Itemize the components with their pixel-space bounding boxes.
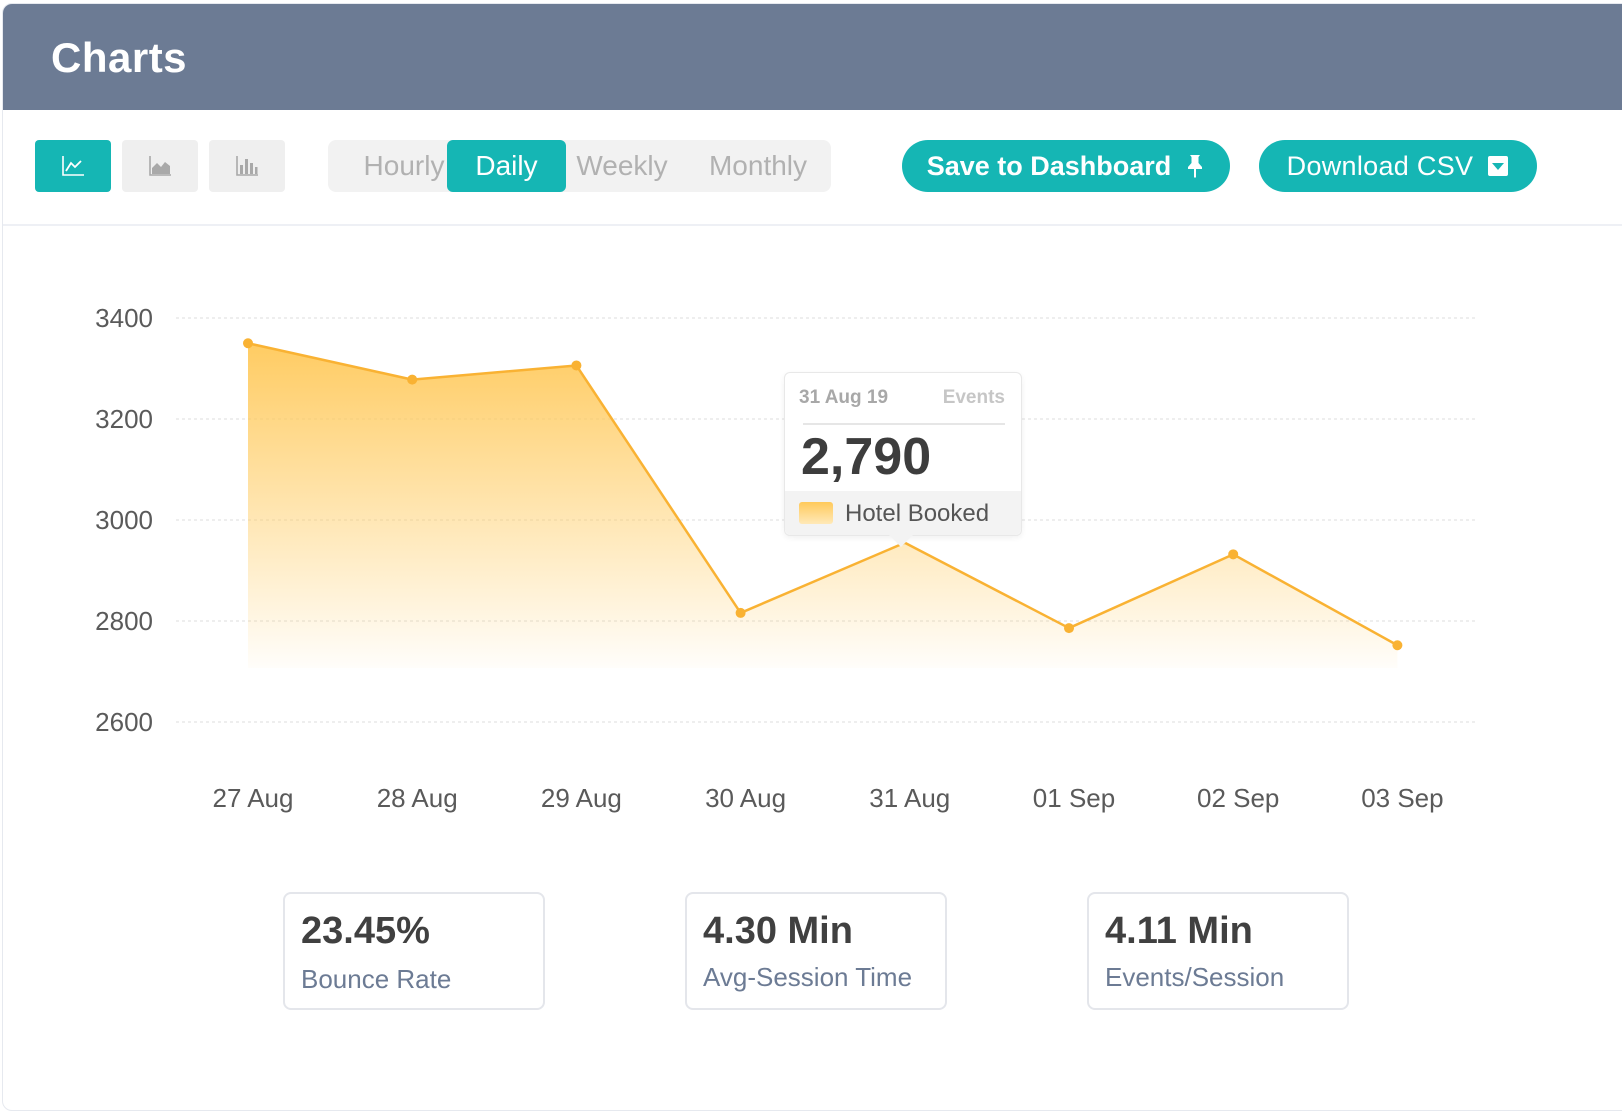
data-point[interactable] [1392,640,1403,651]
tooltip-pointer [889,535,913,547]
stat-value: 4.11 Min [1105,910,1253,952]
tooltip-date: 31 Aug 19 [799,387,889,408]
tooltip-metric: Events [942,387,1005,408]
data-point[interactable] [407,374,418,385]
bar-chart-button[interactable] [209,140,285,192]
series-line [247,342,1399,647]
panel-header: Charts [3,4,1622,110]
x-tick-label: 28 Aug [377,783,458,813]
data-point[interactable] [243,338,253,349]
stat-label: Events/Session [1105,962,1285,992]
bar-chart-icon [236,156,258,176]
area-chart-button[interactable] [122,140,198,192]
y-tick-label: 3400 [95,303,153,333]
stat-value: 23.45% [301,910,430,952]
x-tick-label: 29 Aug [541,783,622,813]
tooltip-divider [803,423,1005,425]
interval-selector: Hourly Daily Weekly Monthly [328,140,831,192]
dropdown-caret-icon [1488,156,1509,176]
interval-hourly[interactable]: Hourly [363,150,445,181]
x-tick-label: 27 Aug [213,783,294,813]
y-tick-label: 2800 [95,606,153,636]
download-csv-label: Download CSV [1286,150,1474,181]
data-point[interactable] [1064,623,1074,634]
x-tick-label: 01 Sep [1033,783,1115,813]
line-chart-icon [62,156,84,176]
y-tick-label: 2600 [95,707,153,737]
data-point[interactable] [735,607,746,618]
area-chart-icon [149,156,171,176]
download-csv-button[interactable]: Download CSV [1259,140,1537,192]
stat-label: Avg-Session Time [703,962,913,992]
interval-daily[interactable]: Daily [447,140,566,192]
save-to-dashboard-button[interactable]: Save to Dashboard [902,140,1230,192]
chart-area: 3400 3200 3000 2800 2600 27 Aug 28 Aug 29 Aug 3… [0,220,1622,860]
tooltip-series-name: Hotel Booked [845,500,990,527]
stat-card-avg-session-time: 4.30 Min Avg-Session Time [685,892,947,1010]
x-tick-label: 31 Aug [869,783,950,813]
x-tick-label: 02 Sep [1197,783,1279,813]
stat-card-bounce-rate: 23.45% Bounce Rate [283,892,545,1010]
stat-card-events-per-session: 4.11 Min Events/Session [1087,892,1349,1010]
data-point[interactable] [571,360,582,371]
stat-label: Bounce Rate [301,964,452,994]
stat-value: 4.30 Min [703,910,853,952]
events-chart: 3400 3200 3000 2800 2600 27 Aug 28 Aug 29 Aug 3… [95,303,1476,813]
chart-tooltip: 31 Aug 19 Events 2,790 Hotel Booked [784,372,1022,547]
x-tick-label: 30 Aug [705,783,786,813]
tooltip-series-swatch [799,502,833,524]
y-tick-label: 3200 [95,404,153,434]
tooltip-value: 2,790 [801,428,932,486]
pin-icon [1188,155,1203,178]
interval-monthly[interactable]: Monthly [708,150,808,181]
x-tick-label: 03 Sep [1361,783,1443,813]
series-area [248,343,1398,668]
save-to-dashboard-label: Save to Dashboard [926,150,1172,181]
page-title: Charts [51,34,188,81]
chart-toolbar: Hourly Daily Weekly Monthly Save to Dash… [3,110,1622,226]
interval-weekly[interactable]: Weekly [576,150,668,181]
line-chart-button[interactable] [35,140,111,192]
tooltip-legend: Hotel Booked [785,491,1021,535]
data-point[interactable] [1228,549,1239,560]
y-tick-label: 3000 [95,505,153,535]
